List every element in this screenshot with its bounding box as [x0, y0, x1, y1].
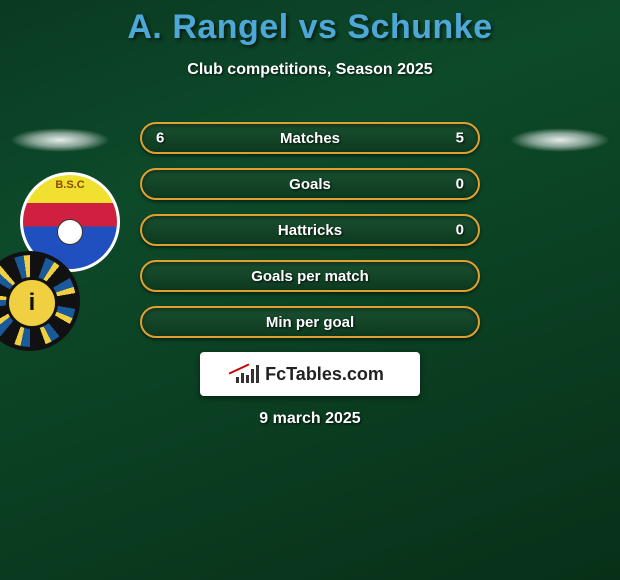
comparison-title: A. Rangel vs Schunke: [0, 0, 620, 47]
stat-row-goals-per-match: Goals per match: [140, 260, 480, 292]
stat-row-matches: 6 Matches 5: [140, 122, 480, 154]
player-left-shadow: [10, 128, 110, 152]
comparison-date: 9 march 2025: [0, 410, 620, 428]
player-right-shadow: [510, 128, 610, 152]
crest-left-label: B.S.C: [55, 179, 84, 191]
stat-right-value: 5: [456, 130, 464, 147]
stat-label: Goals: [289, 176, 331, 193]
stat-row-hattricks: Hattricks 0: [140, 214, 480, 246]
soccer-ball-icon: [57, 219, 83, 245]
stat-left-value: 6: [156, 130, 164, 147]
stat-right-value: 0: [456, 222, 464, 239]
stat-right-value: 0: [456, 176, 464, 193]
crest-right-label: i: [6, 277, 58, 329]
stats-container: 6 Matches 5 Goals 0 Hattricks 0 Goals pe…: [140, 122, 480, 352]
stat-row-min-per-goal: Min per goal: [140, 306, 480, 338]
stat-label: Hattricks: [278, 222, 342, 239]
branding-text: FcTables.com: [265, 364, 384, 385]
branding-badge: FcTables.com: [200, 352, 420, 396]
stat-label: Goals per match: [251, 268, 369, 285]
stat-label: Matches: [280, 130, 340, 147]
comparison-subtitle: Club competitions, Season 2025: [0, 61, 620, 79]
stat-label: Min per goal: [266, 314, 354, 331]
stat-row-goals: Goals 0: [140, 168, 480, 200]
